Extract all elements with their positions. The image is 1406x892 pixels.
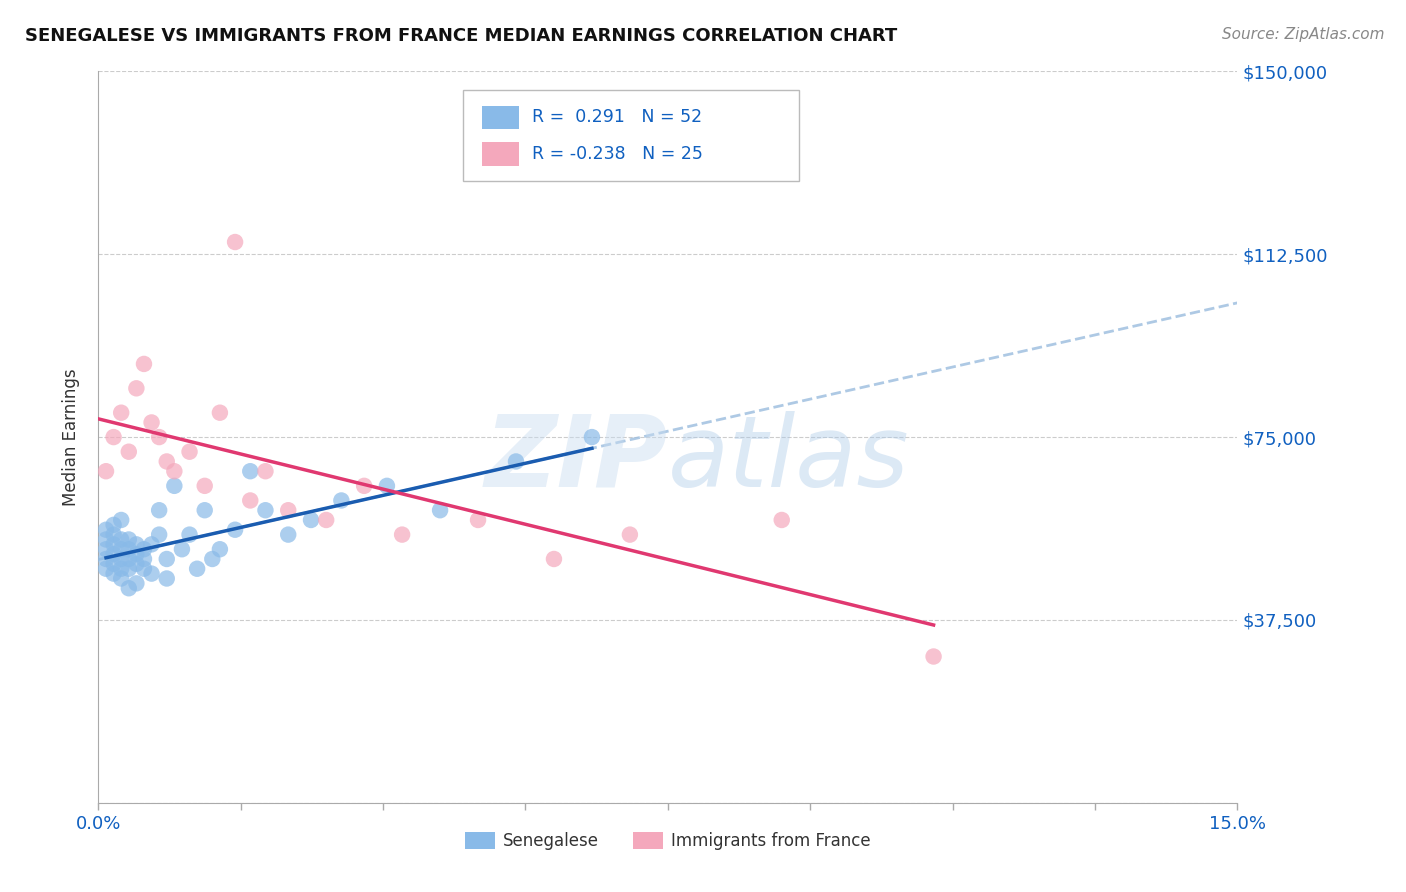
Legend: Senegalese, Immigrants from France: Senegalese, Immigrants from France — [458, 825, 877, 856]
Point — [429, 503, 451, 517]
Point — [186, 562, 208, 576]
Point — [330, 493, 353, 508]
Point — [118, 552, 141, 566]
Point — [118, 562, 141, 576]
Point — [103, 557, 125, 571]
Point — [141, 537, 163, 551]
Point — [254, 464, 277, 478]
Point — [148, 503, 170, 517]
Point — [543, 552, 565, 566]
Point — [254, 503, 277, 517]
Point — [132, 357, 155, 371]
FancyBboxPatch shape — [463, 90, 799, 181]
Point — [94, 464, 117, 478]
Point — [163, 479, 186, 493]
Point — [179, 444, 201, 458]
Point — [103, 547, 125, 561]
Point — [118, 533, 141, 547]
Point — [125, 381, 148, 395]
Point — [505, 454, 527, 468]
Point — [770, 513, 793, 527]
Point — [125, 557, 148, 571]
Point — [156, 552, 179, 566]
Point — [467, 513, 489, 527]
Point — [110, 552, 132, 566]
Point — [103, 537, 125, 551]
Point — [179, 527, 201, 541]
Point — [110, 533, 132, 547]
Text: ZIP: ZIP — [485, 410, 668, 508]
Point — [224, 235, 246, 249]
Point — [110, 542, 132, 557]
Point — [94, 552, 117, 566]
Point — [224, 523, 246, 537]
Point — [375, 479, 398, 493]
Point — [103, 527, 125, 541]
Point — [581, 430, 603, 444]
Point — [922, 649, 945, 664]
Point — [125, 547, 148, 561]
Point — [110, 572, 132, 586]
Point — [163, 464, 186, 478]
Bar — [482, 143, 519, 166]
Text: Source: ZipAtlas.com: Source: ZipAtlas.com — [1222, 27, 1385, 42]
Point — [208, 542, 231, 557]
Text: R =  0.291   N = 52: R = 0.291 N = 52 — [533, 109, 703, 127]
Point — [110, 513, 132, 527]
Point — [118, 581, 141, 595]
Point — [94, 523, 117, 537]
Point — [141, 566, 163, 581]
Y-axis label: Median Earnings: Median Earnings — [62, 368, 80, 506]
Point — [277, 503, 299, 517]
Point — [148, 527, 170, 541]
Text: SENEGALESE VS IMMIGRANTS FROM FRANCE MEDIAN EARNINGS CORRELATION CHART: SENEGALESE VS IMMIGRANTS FROM FRANCE MED… — [25, 27, 897, 45]
Point — [132, 542, 155, 557]
Point — [194, 503, 217, 517]
Point — [315, 513, 337, 527]
Point — [239, 464, 262, 478]
Text: R = -0.238   N = 25: R = -0.238 N = 25 — [533, 145, 703, 163]
Point — [132, 562, 155, 576]
Point — [391, 527, 413, 541]
Point — [110, 406, 132, 420]
Point — [132, 552, 155, 566]
Point — [619, 527, 641, 541]
Point — [103, 517, 125, 532]
Point — [156, 454, 179, 468]
Text: atlas: atlas — [668, 410, 910, 508]
Point — [110, 562, 132, 576]
Point — [141, 416, 163, 430]
Point — [194, 479, 217, 493]
Point — [118, 444, 141, 458]
Point — [94, 542, 117, 557]
Point — [170, 542, 193, 557]
Point — [125, 576, 148, 591]
Point — [299, 513, 322, 527]
Point — [201, 552, 224, 566]
Point — [94, 533, 117, 547]
Point — [103, 566, 125, 581]
Bar — [482, 106, 519, 129]
Point — [118, 542, 141, 557]
Point — [103, 430, 125, 444]
Point — [94, 562, 117, 576]
Point — [239, 493, 262, 508]
Point — [125, 537, 148, 551]
Point — [353, 479, 375, 493]
Point — [148, 430, 170, 444]
Point — [156, 572, 179, 586]
Point — [277, 527, 299, 541]
Point — [208, 406, 231, 420]
